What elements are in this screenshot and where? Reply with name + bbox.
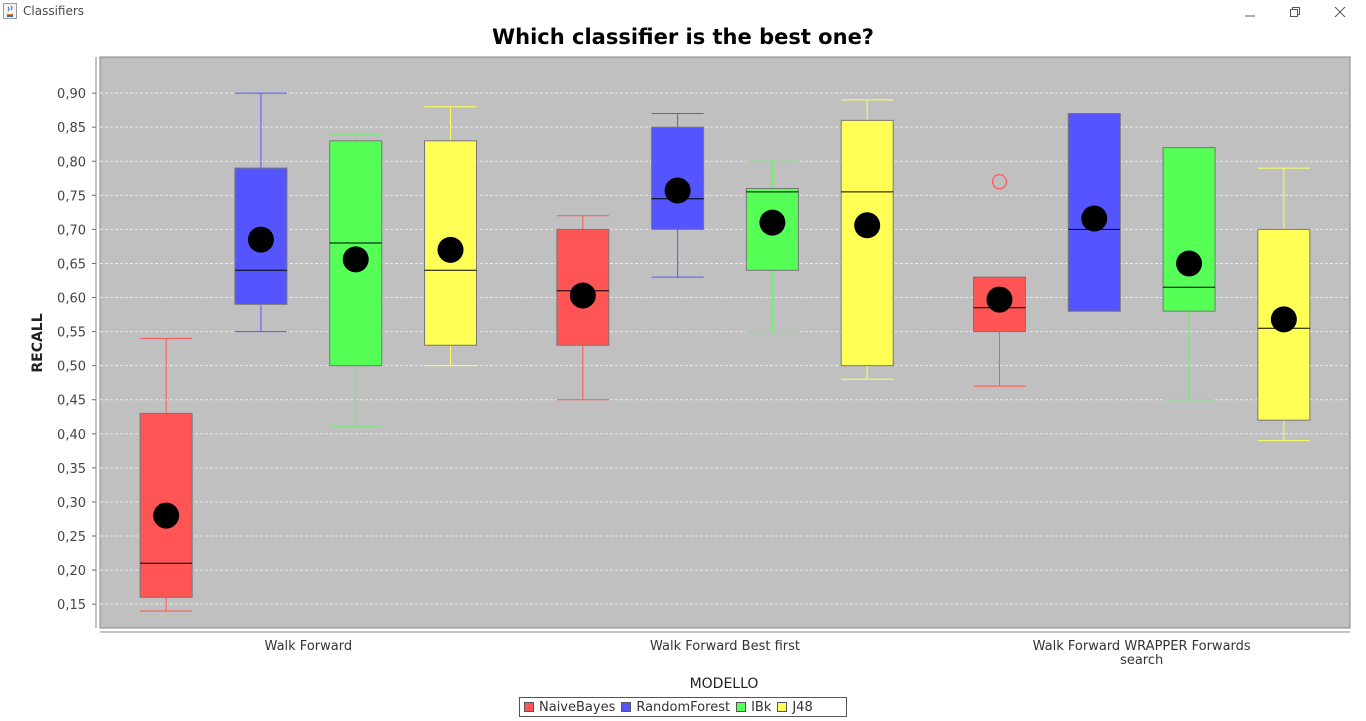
y-tick-label-6: 0,45 [57,394,86,409]
y-tick-label-8: 0,55 [57,326,86,341]
legend-label: J48 [792,699,813,715]
y-tick-label-15: 0,90 [57,87,86,102]
box-IBk-2 [1162,147,1216,401]
x-category-label-1-0: Walk Forward Best first [650,639,800,654]
box-NaiveBayes-0 [139,337,193,612]
mean-marker [854,212,881,239]
box-J48-0 [424,106,478,367]
y-tick-label-3: 0,30 [57,496,86,511]
mean-marker [1081,205,1108,232]
y-tick-label-4: 0,35 [57,462,86,477]
y-tick-label-1: 0,20 [57,564,86,579]
legend-item-IBk: IBk [736,700,771,715]
minimize-button[interactable] [1228,0,1272,24]
y-tick-label-7: 0,50 [57,360,86,375]
restore-button[interactable] [1273,0,1317,24]
legend-swatch [736,702,747,712]
chart-title: Which classifier is the best one? [492,25,874,49]
y-tick-label-12: 0,75 [57,189,86,204]
legend-item-J48: J48 [777,699,813,715]
x-category-label-0-0: Walk Forward [265,639,353,654]
legend-item-RandomForest: RandomForest [621,700,730,715]
close-button[interactable] [1318,0,1362,24]
box-J48-2 [1257,167,1311,442]
plot-area [99,56,1351,629]
y-tick-label-9: 0,60 [57,292,86,307]
box-RandomForest-1 [651,113,705,278]
iqr-box [1162,147,1216,312]
y-tick-label-10: 0,65 [57,257,86,272]
boxes [139,92,1311,612]
mean-marker [664,177,691,204]
mean-marker [437,236,464,263]
legend-label: IBk [751,699,772,715]
box-RandomForest-2 [1067,113,1121,312]
y-axis-title: RECALL [30,313,46,372]
legend-label: NaiveBayes [539,699,616,715]
mean-marker [759,209,786,236]
mean-marker [247,226,274,253]
iqr-box [840,119,894,367]
x-category-label-2-1: search [1120,653,1163,668]
mean-marker [1176,250,1203,277]
box-J48-1 [840,99,894,380]
legend-item-NaiveBayes: NaiveBayes [524,700,615,715]
axes: 0,15 0,20 0,25 0,30 0,35 0,40 0,45 0,50 0,55 0,60… [57,57,1350,668]
java-icon [3,3,17,19]
mean-marker [986,286,1013,313]
y-tick-label-5: 0,40 [57,428,86,443]
box-RandomForest-0 [234,92,288,333]
y-tick-label-2: 0,25 [57,530,86,545]
y-tick-label-0: 0,15 [57,598,86,613]
mean-marker [569,282,596,309]
x-axis-title: MODELLO [690,676,759,692]
legend-swatch [777,702,788,712]
box-NaiveBayes-1 [556,215,610,401]
box-IBk-1 [745,160,799,333]
legend-swatch [524,702,534,712]
chart-legend: NaiveBayes RandomForest IBk J48 [519,697,847,717]
close-icon [1334,6,1346,18]
mean-marker [1270,306,1297,333]
window-titlebar: Classifiers [0,0,1366,24]
box-NaiveBayes-2 [972,174,1026,387]
x-category-label-2-0: Walk Forward WRAPPER Forwards [1033,639,1251,654]
window-title: Classifiers [23,4,85,18]
legend-swatch [621,702,632,712]
y-tick-label-13: 0,80 [57,155,86,170]
y-tick-label-11: 0,70 [57,223,86,238]
outlier-0 [991,174,1008,190]
legend-label: RandomForest [636,699,731,715]
box-IBk-0 [329,133,383,428]
y-tick-label-14: 0,85 [57,121,86,136]
minimize-icon [1245,15,1255,17]
mean-marker [153,502,180,529]
gridlines [100,92,1350,605]
restore-icon [1290,7,1300,17]
mean-marker [342,246,369,273]
